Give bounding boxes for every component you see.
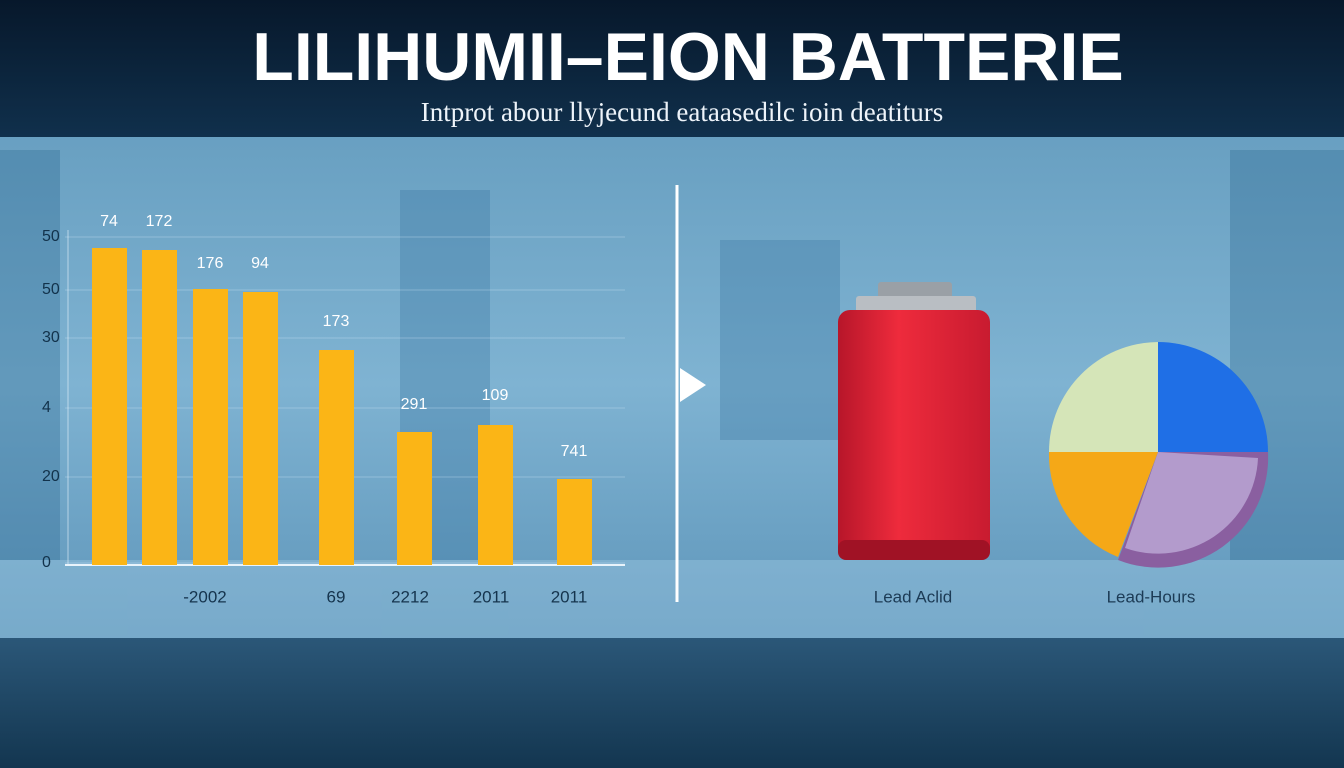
bar-label: 172 xyxy=(146,213,173,230)
x-label: 69 xyxy=(327,587,346,606)
bar-label: 741 xyxy=(561,443,588,460)
header-band xyxy=(0,0,1344,137)
axis-label: 0 xyxy=(42,554,51,571)
bar-label: 173 xyxy=(323,313,350,330)
battery-label: Lead Aclid xyxy=(874,587,952,606)
axis-label: 30 xyxy=(42,329,60,346)
bar xyxy=(193,289,228,565)
axis-label: 20 xyxy=(42,468,60,485)
x-label: 2011 xyxy=(473,587,510,606)
bar xyxy=(397,432,432,565)
lab-backdrop xyxy=(0,150,1344,640)
axis-label: 50 xyxy=(42,228,60,245)
pie-label: Lead-Hours xyxy=(1107,587,1196,606)
bar-label: 176 xyxy=(197,255,224,272)
bar xyxy=(557,479,592,565)
bar xyxy=(243,292,278,565)
pie xyxy=(1048,342,1269,568)
axis-label: 50 xyxy=(42,281,60,298)
bar-label: 291 xyxy=(401,396,428,413)
bar-label: 74 xyxy=(100,213,118,230)
subtitle: Intprot abour llyjecund eataasedilc ioin… xyxy=(421,97,944,127)
bar-panel: 50 50 30 4 20 0 74 172 176 94 173 291 109 741 -2002 69 2… xyxy=(42,213,625,606)
footer-band xyxy=(0,638,1344,768)
x-label: -2002 xyxy=(183,587,226,606)
bar xyxy=(142,250,177,565)
x-label: 2011 xyxy=(551,587,588,606)
battery xyxy=(838,282,990,560)
bar xyxy=(478,425,513,565)
bar xyxy=(92,248,127,565)
axis-label: 4 xyxy=(42,399,51,416)
title: LILIHUMII–EION BATTERIE xyxy=(252,19,1123,95)
bar-label: 94 xyxy=(251,255,269,272)
bar-label: 109 xyxy=(482,387,509,404)
bar xyxy=(319,350,354,565)
x-label: 2212 xyxy=(391,587,429,606)
arrow xyxy=(680,368,706,402)
